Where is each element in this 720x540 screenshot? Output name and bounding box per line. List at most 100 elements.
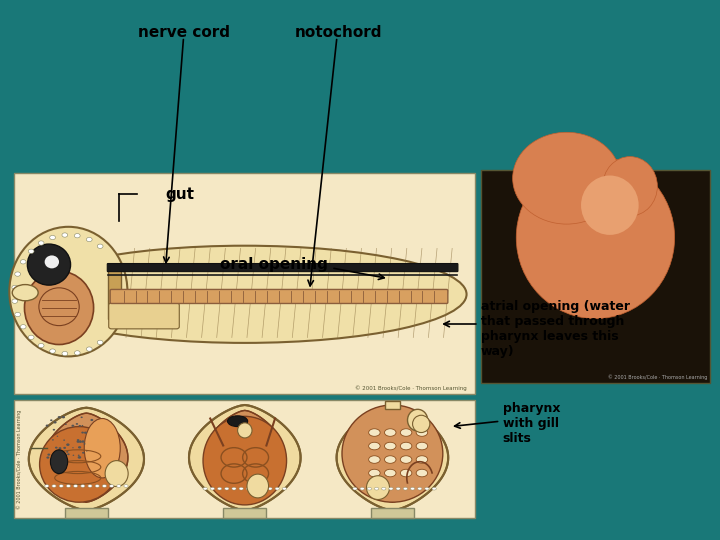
Ellipse shape xyxy=(84,443,86,444)
Ellipse shape xyxy=(78,425,81,427)
Ellipse shape xyxy=(12,285,18,289)
Bar xyxy=(223,508,266,518)
Ellipse shape xyxy=(79,441,82,443)
Ellipse shape xyxy=(65,424,67,425)
Ellipse shape xyxy=(84,418,120,478)
Ellipse shape xyxy=(86,238,92,242)
Ellipse shape xyxy=(217,487,222,490)
Ellipse shape xyxy=(97,244,103,248)
Ellipse shape xyxy=(400,442,412,450)
Ellipse shape xyxy=(228,416,248,427)
Ellipse shape xyxy=(384,442,396,450)
Ellipse shape xyxy=(28,249,34,253)
Bar xyxy=(14,173,475,394)
Ellipse shape xyxy=(425,487,429,490)
Ellipse shape xyxy=(38,343,44,348)
Ellipse shape xyxy=(581,176,639,235)
Ellipse shape xyxy=(27,244,71,285)
Ellipse shape xyxy=(382,487,386,490)
Ellipse shape xyxy=(282,487,287,490)
Ellipse shape xyxy=(57,436,58,437)
Ellipse shape xyxy=(52,485,56,487)
Ellipse shape xyxy=(28,335,34,340)
Ellipse shape xyxy=(45,255,59,268)
Ellipse shape xyxy=(109,485,114,487)
Ellipse shape xyxy=(50,235,55,240)
Text: © 2001 Brooks/Cole · Thomson Learning: © 2001 Brooks/Cole · Thomson Learning xyxy=(608,375,708,380)
Ellipse shape xyxy=(82,452,84,454)
Ellipse shape xyxy=(76,423,78,425)
Ellipse shape xyxy=(369,469,380,477)
Ellipse shape xyxy=(62,233,68,237)
Bar xyxy=(65,508,108,518)
Ellipse shape xyxy=(400,469,412,477)
Ellipse shape xyxy=(55,447,58,449)
Ellipse shape xyxy=(416,456,428,463)
Ellipse shape xyxy=(73,485,78,487)
Ellipse shape xyxy=(38,241,44,245)
Ellipse shape xyxy=(238,423,252,438)
Text: nerve cord: nerve cord xyxy=(138,25,230,40)
Ellipse shape xyxy=(14,312,20,316)
Ellipse shape xyxy=(50,420,53,421)
Ellipse shape xyxy=(353,487,357,490)
Ellipse shape xyxy=(76,441,80,443)
Ellipse shape xyxy=(40,427,119,502)
Ellipse shape xyxy=(81,425,84,426)
Ellipse shape xyxy=(53,429,55,430)
Text: © 2001 Brooks/Cole · Thomson Learning: © 2001 Brooks/Cole · Thomson Learning xyxy=(355,386,467,391)
Ellipse shape xyxy=(24,271,94,345)
FancyBboxPatch shape xyxy=(107,264,458,272)
Ellipse shape xyxy=(261,487,265,490)
Ellipse shape xyxy=(360,487,364,490)
Ellipse shape xyxy=(416,469,428,477)
Bar xyxy=(371,508,414,518)
Ellipse shape xyxy=(66,443,70,446)
Ellipse shape xyxy=(253,487,258,490)
Ellipse shape xyxy=(384,469,396,477)
Ellipse shape xyxy=(81,440,85,443)
Bar xyxy=(481,170,710,383)
Ellipse shape xyxy=(367,487,372,490)
Ellipse shape xyxy=(88,485,92,487)
Ellipse shape xyxy=(12,299,18,303)
Ellipse shape xyxy=(66,485,71,487)
Ellipse shape xyxy=(86,450,88,451)
Ellipse shape xyxy=(534,251,642,321)
Ellipse shape xyxy=(45,485,49,487)
Ellipse shape xyxy=(73,455,74,456)
Ellipse shape xyxy=(396,487,400,490)
Ellipse shape xyxy=(95,485,99,487)
Ellipse shape xyxy=(58,447,61,449)
Ellipse shape xyxy=(247,474,269,498)
Ellipse shape xyxy=(66,451,68,453)
Ellipse shape xyxy=(23,246,467,343)
Ellipse shape xyxy=(90,419,94,421)
Ellipse shape xyxy=(78,456,81,458)
Ellipse shape xyxy=(275,487,279,490)
Ellipse shape xyxy=(369,429,380,436)
Ellipse shape xyxy=(603,157,657,216)
Ellipse shape xyxy=(74,350,80,355)
Text: atrial opening (water
that passed through
pharynx leaves this
way): atrial opening (water that passed throug… xyxy=(481,300,630,359)
Ellipse shape xyxy=(342,405,443,502)
Ellipse shape xyxy=(210,487,215,490)
FancyBboxPatch shape xyxy=(109,303,179,329)
Ellipse shape xyxy=(20,325,26,329)
Ellipse shape xyxy=(50,349,55,353)
Ellipse shape xyxy=(416,442,428,450)
Polygon shape xyxy=(352,410,433,502)
Ellipse shape xyxy=(63,457,65,458)
Ellipse shape xyxy=(374,487,379,490)
Ellipse shape xyxy=(46,456,50,458)
Ellipse shape xyxy=(77,439,79,441)
Ellipse shape xyxy=(62,416,65,418)
Text: pharynx
with gill
slits: pharynx with gill slits xyxy=(503,402,560,446)
Ellipse shape xyxy=(48,454,50,456)
Ellipse shape xyxy=(268,487,272,490)
Ellipse shape xyxy=(124,485,128,487)
Ellipse shape xyxy=(97,340,103,345)
Ellipse shape xyxy=(84,431,87,434)
Ellipse shape xyxy=(71,424,74,427)
Ellipse shape xyxy=(203,487,207,490)
